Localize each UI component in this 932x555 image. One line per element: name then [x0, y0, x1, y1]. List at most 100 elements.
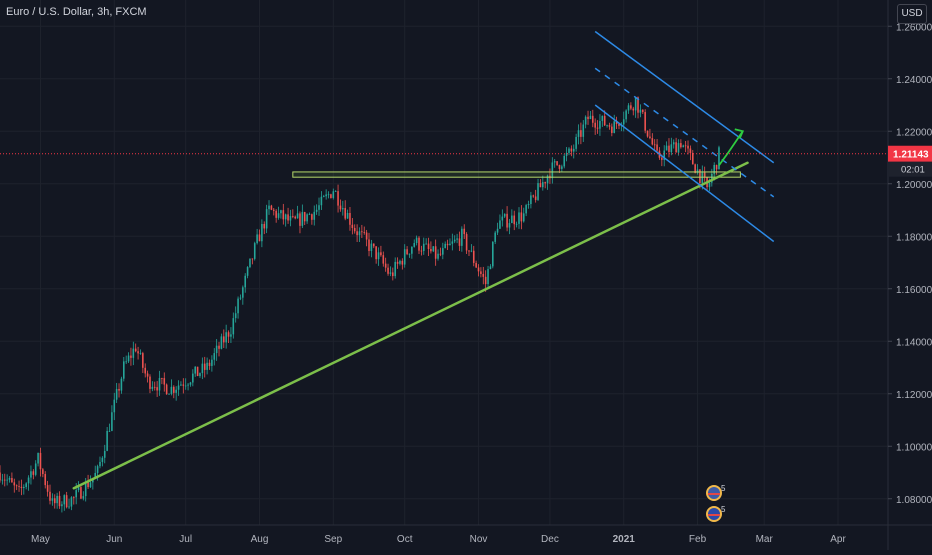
candle-body: [572, 148, 575, 152]
candle-body: [18, 486, 20, 487]
candle-body: [449, 243, 451, 246]
candle-body: [206, 362, 208, 370]
candle-body: [413, 243, 416, 247]
candle-body: [51, 498, 54, 501]
candle-body: [161, 378, 163, 379]
candle-body: [703, 172, 706, 178]
candle-body: [539, 183, 542, 188]
candle-body: [320, 196, 323, 206]
candle-body: [118, 388, 120, 391]
candle-body: [365, 232, 368, 240]
candle-body: [137, 351, 139, 354]
candle-body: [437, 253, 439, 259]
candle-body: [456, 238, 458, 240]
candle-body: [375, 246, 377, 260]
x-tick-label: Mar: [756, 534, 774, 545]
candle-body: [6, 479, 8, 481]
candle-body: [575, 136, 577, 149]
candle-body: [172, 386, 175, 393]
candle-body: [258, 234, 261, 242]
candle-body: [8, 478, 11, 480]
candle-body: [501, 216, 504, 221]
candle-body: [527, 204, 530, 206]
candle-body: [511, 215, 513, 224]
y-tick-label: 1.08000: [896, 495, 932, 506]
candle-body: [325, 194, 327, 197]
candle-body: [503, 213, 506, 217]
candle-body: [96, 466, 99, 473]
candle-body: [356, 231, 358, 236]
candle-body: [132, 348, 135, 358]
candle-body: [663, 150, 666, 160]
candle-body: [487, 269, 489, 285]
candle-body: [525, 205, 527, 214]
candle-body: [439, 253, 442, 255]
candle-body: [472, 250, 475, 263]
candle-body: [263, 223, 266, 229]
candle-body: [13, 482, 16, 486]
candle-body: [58, 495, 61, 507]
candle-body: [644, 112, 646, 131]
candle-body: [315, 209, 318, 212]
candle-body: [515, 223, 518, 225]
candle-body: [368, 239, 370, 252]
forecast-arrow-head: [734, 128, 745, 139]
candle-body: [377, 252, 380, 260]
candle-body: [25, 483, 27, 487]
candle-body: [296, 213, 299, 219]
candle-body: [382, 255, 385, 264]
candle-body: [499, 220, 501, 229]
grid-layer: [0, 0, 888, 525]
candle-body: [146, 373, 149, 377]
candle-body: [530, 195, 532, 205]
candle-body: [134, 348, 137, 352]
candle-body: [120, 378, 123, 391]
candle-body: [715, 164, 718, 170]
candle-body: [646, 130, 649, 137]
candle-body: [313, 211, 316, 220]
candle-body: [208, 362, 211, 366]
candle-body: [446, 243, 449, 246]
candle-body: [553, 161, 556, 163]
candle-body: [384, 263, 387, 268]
candle-body: [106, 430, 108, 451]
candle-body: [299, 213, 301, 226]
candle-body: [73, 497, 75, 499]
candle-body: [475, 262, 477, 268]
candle-body: [563, 155, 566, 167]
candle-body: [480, 271, 482, 274]
currency-button[interactable]: USD: [897, 4, 927, 24]
candle-body: [175, 389, 177, 393]
candle-body: [370, 243, 373, 252]
candle-body: [308, 214, 311, 216]
candle-body: [99, 461, 101, 467]
candle-body: [220, 336, 223, 349]
candle-body: [189, 382, 192, 385]
candle-body: [653, 144, 656, 146]
candle-body: [201, 363, 204, 374]
candle-body: [639, 109, 642, 113]
candle-body: [625, 110, 627, 120]
candle-body: [477, 267, 480, 272]
candle-body: [239, 297, 242, 299]
candle-body: [184, 385, 187, 387]
candle-body: [694, 164, 696, 174]
x-tick-label: Jul: [179, 534, 192, 545]
candle-body: [513, 215, 516, 225]
candle-body: [434, 246, 437, 259]
candle-body: [327, 194, 330, 196]
candle-body: [87, 481, 89, 488]
candle-body: [701, 172, 704, 183]
candle-body: [84, 481, 87, 497]
candle-body: [556, 161, 558, 166]
candle-body: [380, 252, 382, 256]
candle-body: [601, 115, 604, 121]
x-tick-label: Oct: [397, 534, 413, 545]
candle-body: [589, 115, 592, 120]
candle-body: [251, 258, 254, 260]
candle-body: [537, 183, 539, 200]
candle-body: [442, 248, 444, 255]
